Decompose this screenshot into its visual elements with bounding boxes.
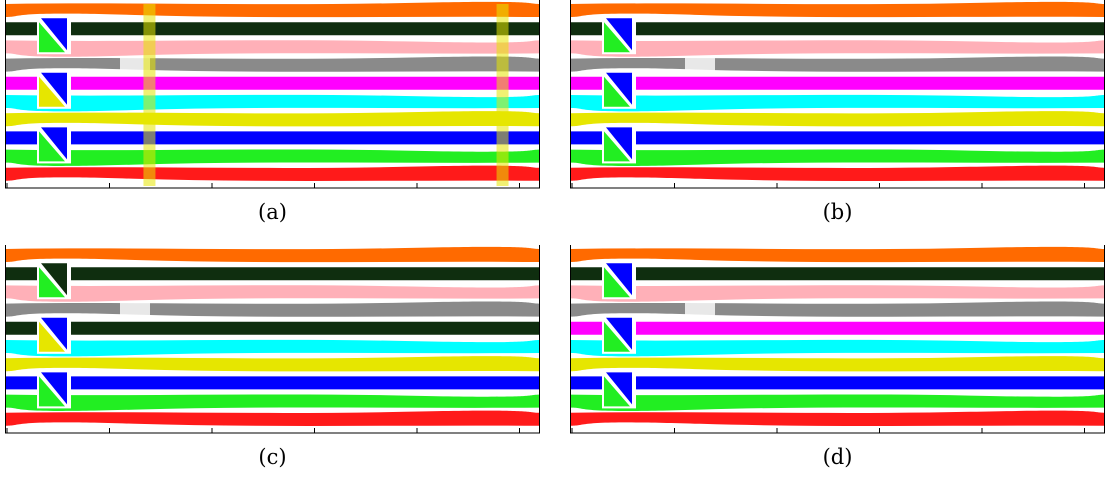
- stripe-yellow: [570, 356, 1105, 372]
- segmentation-map: [5, 245, 540, 434]
- region-block: [37, 315, 71, 354]
- panel-c: (c): [5, 245, 540, 485]
- segmentation-map: [570, 0, 1105, 189]
- stripe-dark_green: [570, 267, 1105, 281]
- vertical-artifact: [496, 4, 509, 186]
- stripe-green: [570, 149, 1105, 166]
- region-block: [37, 16, 71, 55]
- stripe-dark_green: [5, 267, 540, 281]
- panel-b: (b): [570, 0, 1105, 240]
- stripe-gap: [685, 57, 715, 73]
- stripe-dark_green: [570, 22, 1105, 36]
- stripe-pink: [570, 40, 1105, 57]
- region-block: [37, 70, 71, 109]
- stripe-blue: [5, 376, 540, 390]
- panel-caption: (b): [822, 200, 853, 224]
- stripe-yellow: [570, 111, 1105, 127]
- stripe-yellow: [5, 356, 540, 372]
- stripe-cyan: [5, 339, 540, 357]
- stripe-blue: [5, 131, 540, 145]
- stripe-gap: [120, 57, 150, 73]
- region-block: [37, 261, 71, 300]
- segmentation-map: [5, 0, 540, 189]
- panel-caption: (c): [258, 445, 287, 469]
- stripe-magenta: [570, 76, 1105, 90]
- stripe-red: [5, 165, 540, 181]
- stripe-gray: [570, 301, 1105, 317]
- axis-frame: [5, 0, 540, 189]
- axis-frame: [5, 245, 540, 434]
- stripe-magenta: [5, 76, 540, 90]
- vertical-artifact: [143, 4, 156, 186]
- region-block: [602, 16, 636, 55]
- stripe-red: [5, 410, 540, 426]
- stripe-orange: [570, 246, 1105, 263]
- stripe-yellow: [5, 111, 540, 127]
- stripe-orange: [5, 246, 540, 263]
- stripe-pink: [5, 285, 540, 302]
- stripe-gray: [5, 56, 540, 72]
- stripe-orange: [5, 1, 540, 18]
- region-block: [602, 315, 636, 354]
- stripe-dark_green: [5, 22, 540, 36]
- panel-caption: (d): [822, 445, 853, 469]
- stripe-dark_green: [5, 321, 540, 335]
- stripe-red: [570, 410, 1105, 426]
- stripe-orange: [570, 1, 1105, 18]
- region-block: [37, 125, 71, 164]
- stripe-blue: [570, 131, 1105, 145]
- stripe-red: [570, 165, 1105, 181]
- region-block: [37, 370, 71, 409]
- stripe-green: [570, 394, 1105, 411]
- region-block: [602, 125, 636, 164]
- region-block: [602, 70, 636, 109]
- stripe-gap: [685, 302, 715, 318]
- segmentation-map: [570, 245, 1105, 434]
- region-block: [602, 370, 636, 409]
- stripe-cyan: [570, 339, 1105, 357]
- stripe-pink: [570, 285, 1105, 302]
- stripe-cyan: [5, 94, 540, 112]
- stripe-magenta: [570, 321, 1105, 335]
- panel-a: (a): [5, 0, 540, 240]
- stripe-blue: [570, 376, 1105, 390]
- stripe-gray: [5, 301, 540, 317]
- stripe-pink: [5, 40, 540, 57]
- panel-caption: (a): [258, 200, 287, 224]
- panel-d: (d): [570, 245, 1105, 485]
- stripe-gray: [570, 56, 1105, 72]
- stripe-green: [5, 394, 540, 411]
- region-block: [602, 261, 636, 300]
- stripe-cyan: [570, 94, 1105, 112]
- stripe-green: [5, 149, 540, 166]
- stripe-gap: [120, 302, 150, 318]
